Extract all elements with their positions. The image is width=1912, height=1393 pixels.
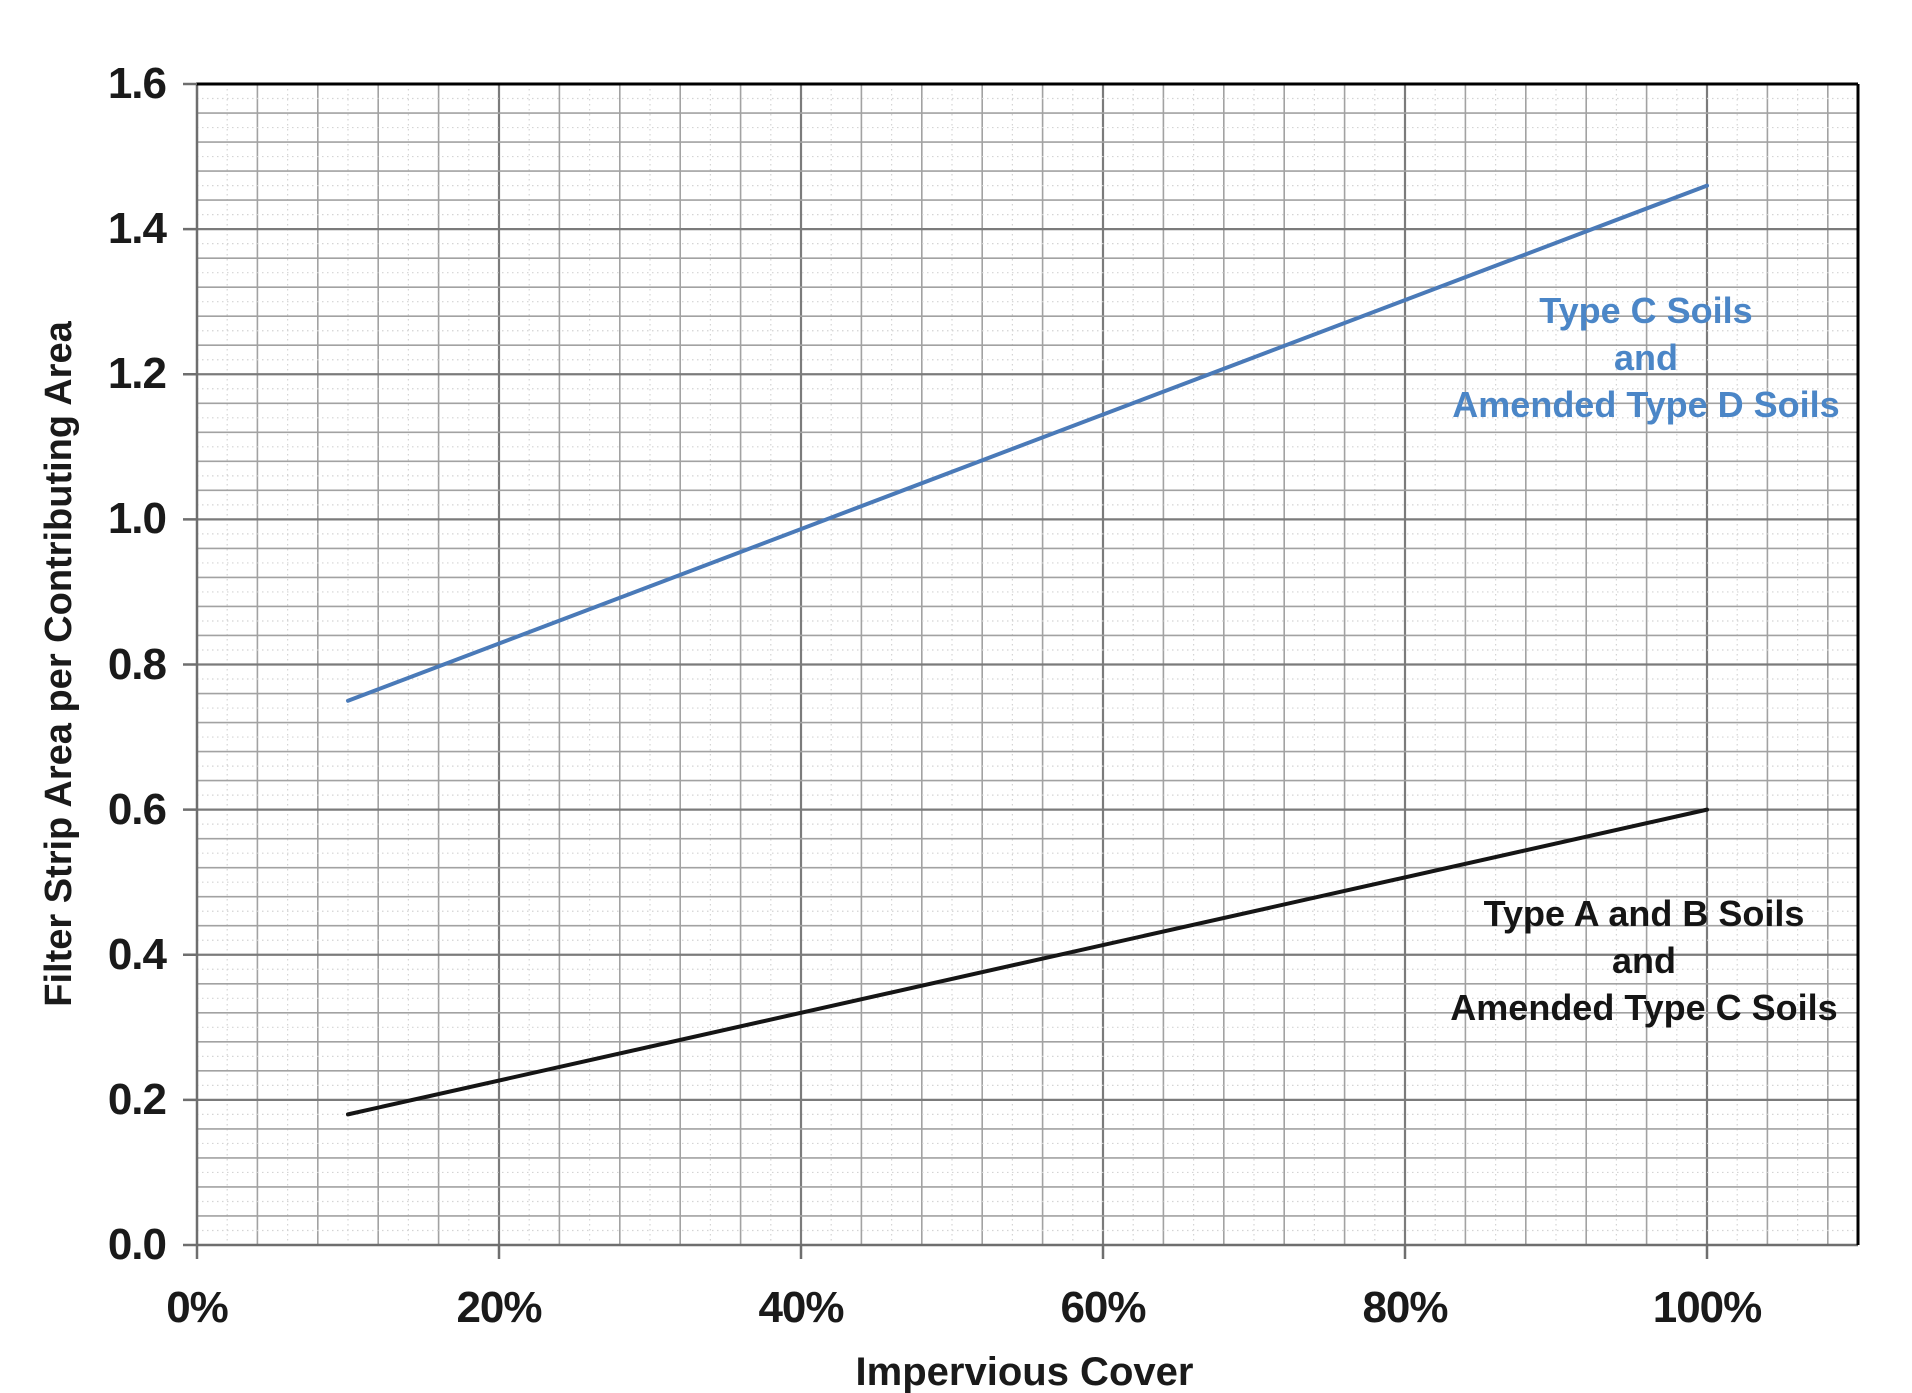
x-axis-title: Impervious Cover (%) [855, 1350, 1194, 1393]
y-tick-label: 0.0 [107, 1220, 167, 1269]
y-axis-title: Filter Strip Area per Contributing Area [38, 321, 80, 1007]
series-label-line: Type C Soils [1539, 290, 1753, 331]
series-line-0 [346, 183, 1709, 703]
y-tick-label: 0.6 [107, 784, 167, 834]
y-tick-label: 1.4 [107, 204, 167, 254]
series-label-line: Amended Type D Soils [1452, 384, 1840, 425]
x-tick-label: 20% [456, 1283, 542, 1332]
y-tick-label: 0.4 [107, 929, 167, 979]
series-label-line: Amended Type C Soils [1450, 987, 1838, 1028]
y-tick-label: 1.2 [107, 349, 167, 399]
series-label-type-c-soils: Type C Soils and Amended Type D Soils [1386, 287, 1906, 428]
series-line-1 [346, 807, 1709, 1117]
x-tick-label: 0% [166, 1283, 229, 1332]
y-tick-label: 0.2 [107, 1074, 167, 1124]
y-tick-label: 0.8 [107, 639, 167, 689]
y-tick-label: 1.6 [107, 59, 167, 108]
series-label-type-a-b-soils: Type A and B Soils and Amended Type C So… [1384, 890, 1904, 1031]
series-label-line: Type A and B Soils [1483, 893, 1805, 934]
x-tick-label: 60% [1060, 1283, 1146, 1332]
y-tick-label: 1.0 [107, 494, 167, 544]
x-tick-label: 100% [1652, 1283, 1763, 1332]
series-label-line: and [1613, 337, 1678, 378]
x-tick-label: 80% [1362, 1283, 1448, 1332]
x-tick-label: 40% [758, 1283, 844, 1332]
series-label-line: and [1611, 940, 1676, 981]
